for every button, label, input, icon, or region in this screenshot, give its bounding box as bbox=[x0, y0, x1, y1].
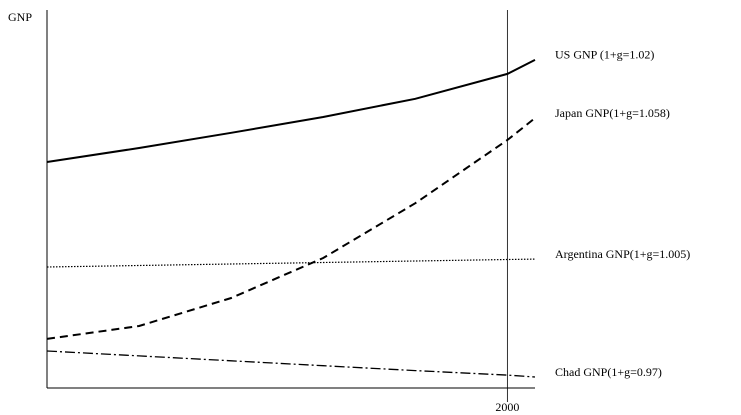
series-line bbox=[46, 350, 536, 378]
series-label: Japan GNP(1+g=1.058) bbox=[555, 106, 670, 120]
series-label: Argentina GNP(1+g=1.005) bbox=[555, 247, 690, 261]
series-line bbox=[46, 117, 536, 340]
series-label: US GNP (1+g=1.02) bbox=[555, 48, 654, 62]
series-label: Chad GNP(1+g=0.97) bbox=[555, 365, 662, 379]
x-tick-label: 2000 bbox=[495, 400, 519, 414]
y-axis-label: GNP bbox=[8, 10, 32, 24]
series-line bbox=[46, 258, 536, 268]
series-line bbox=[46, 59, 536, 163]
